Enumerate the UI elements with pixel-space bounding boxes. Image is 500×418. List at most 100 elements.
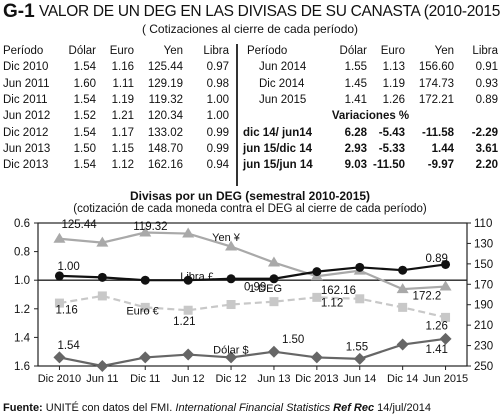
col-header: Período xyxy=(3,45,44,58)
data-label: 1.26 xyxy=(426,320,448,332)
table-row: Dic 2014 1.45 1.19 174.73 0.93 xyxy=(243,76,498,92)
x-tick-label: Jun 2015 xyxy=(423,373,468,385)
right-tick-label: 230 xyxy=(474,341,493,353)
row-label: Jun 2014 xyxy=(259,61,307,74)
cell-value: 1.21 xyxy=(111,110,134,123)
dolar-marker xyxy=(96,360,109,372)
dolar-marker xyxy=(353,352,366,365)
dolar-marker xyxy=(396,338,409,351)
cell-value: 1.00 xyxy=(206,110,229,123)
cell-value: -11.50 xyxy=(373,159,405,172)
cell-value: 1.26 xyxy=(382,94,405,107)
yen-marker xyxy=(439,280,452,291)
euro-marker xyxy=(398,302,408,312)
x-tick-label: Jun 13 xyxy=(257,373,290,385)
cell-value: 1.41 xyxy=(344,94,367,107)
euro-marker xyxy=(97,291,107,301)
table-row: Dic 2010 1.54 1.16 125.44 0.97 xyxy=(3,59,229,75)
libra-marker xyxy=(312,267,322,277)
row-label: Jun 2012 xyxy=(3,110,51,123)
table-row: Jun 2014 1.55 1.13 156.60 0.91 xyxy=(243,59,498,75)
euro-marker xyxy=(183,305,193,315)
variations-title-row: Variaciones % xyxy=(243,108,498,124)
table-divider xyxy=(236,44,238,186)
euro-legend-label: Euro € xyxy=(126,306,158,318)
cell-value: 3.61 xyxy=(475,142,498,155)
source-date: 14/jul/2014 xyxy=(374,402,431,414)
yen-line xyxy=(59,231,446,291)
cell-value: 1.11 xyxy=(112,77,134,90)
cell-value: 0.99 xyxy=(206,126,229,139)
cell-value: 1.15 xyxy=(111,142,134,155)
table-row: Jun 2015 1.41 1.26 172.21 0.89 xyxy=(243,92,498,108)
x-tick-label: Dic 2010 xyxy=(38,373,81,385)
cell-value: 1.60 xyxy=(73,77,96,90)
cell-value: -5.33 xyxy=(378,142,405,155)
cell-value: -11.58 xyxy=(422,126,454,139)
right-tick-label: 210 xyxy=(474,320,493,332)
cell-value: 133.02 xyxy=(147,126,183,139)
cell-value: 148.70 xyxy=(147,142,183,155)
cell-value: 120.34 xyxy=(147,110,183,123)
reference-label: 1 DEG xyxy=(249,283,282,295)
data-label: 0.99 xyxy=(244,281,266,293)
table-row: Dic 2012 1.54 1.17 133.02 0.99 xyxy=(3,124,229,140)
yen-legend-label: Yen ¥ xyxy=(212,232,241,244)
header: G-1 VALOR DE UN DEG EN LAS DIVISAS DE SU… xyxy=(3,0,500,22)
cell-value: 0.98 xyxy=(206,77,229,90)
libra-marker xyxy=(269,274,279,284)
euro-marker xyxy=(269,297,279,307)
x-tick-label: Dic 2013 xyxy=(295,373,338,385)
cell-value: 156.60 xyxy=(418,61,454,74)
yen-marker xyxy=(267,256,280,267)
libra-marker xyxy=(355,262,365,272)
source-note: Fuente: UNITÉ con datos del FMI. Interna… xyxy=(3,402,431,414)
cell-value: -5.43 xyxy=(378,126,405,139)
col-header: Yen xyxy=(434,45,454,58)
chart-title: Divisas por un DEG (semestral 2010-2015) xyxy=(129,189,371,203)
euro-marker xyxy=(54,298,64,308)
cell-value: 1.54 xyxy=(73,126,96,139)
x-tick-label: Jun 12 xyxy=(172,373,205,385)
yen-marker xyxy=(53,232,66,243)
libra-marker xyxy=(140,275,150,285)
cell-value: 1.19 xyxy=(382,77,405,90)
chart-subtitle: (cotización de cada moneda contra el DEG… xyxy=(73,203,427,215)
cell-value: 174.73 xyxy=(418,77,454,90)
row-label: Jun 2011 xyxy=(3,77,50,90)
data-label: 0.89 xyxy=(426,253,448,265)
libra-legend-label: Libra £ xyxy=(180,271,214,283)
cell-value: -2.29 xyxy=(471,126,498,139)
libra-marker xyxy=(183,275,193,285)
col-header: Euro xyxy=(109,45,134,58)
cell-value: 0.97 xyxy=(206,61,229,74)
table-row: Dic 2013 1.54 1.12 162.16 0.94 xyxy=(3,157,229,173)
left-tick-label: 1.6 xyxy=(14,361,30,373)
cell-value: 1.19 xyxy=(111,94,134,107)
dolar-marker xyxy=(439,332,452,345)
left-tick-label: 0.6 xyxy=(14,218,30,230)
x-tick-label: Jun 11 xyxy=(86,373,118,385)
row-label: Dic 2013 xyxy=(3,159,49,172)
table-header-row: Período Dólar Euro Yen Libra xyxy=(243,43,498,59)
x-tick-label: Dic 14 xyxy=(387,373,418,385)
dolar-legend-label: Dólar $ xyxy=(213,345,248,357)
left-tick-label: 1.0 xyxy=(14,275,30,287)
dolar-marker xyxy=(139,351,152,364)
data-label: 1.00 xyxy=(57,261,79,273)
yen-marker xyxy=(96,236,109,247)
euro-line xyxy=(59,294,446,319)
right-tick-label: 190 xyxy=(474,300,493,312)
dolar-marker xyxy=(182,348,195,361)
yen-marker xyxy=(182,227,195,238)
libra-marker xyxy=(441,259,451,269)
cell-value: 9.03 xyxy=(344,159,367,172)
data-label: 1.54 xyxy=(57,340,80,352)
libra-marker xyxy=(54,271,64,281)
cell-value: 1.16 xyxy=(111,61,134,74)
row-label: jun 15/dic 14 xyxy=(243,142,313,155)
yen-marker xyxy=(396,283,409,294)
row-label: Jun 2013 xyxy=(3,142,51,155)
cell-value: 6.28 xyxy=(344,126,367,139)
row-label: Jun 2015 xyxy=(259,94,307,107)
